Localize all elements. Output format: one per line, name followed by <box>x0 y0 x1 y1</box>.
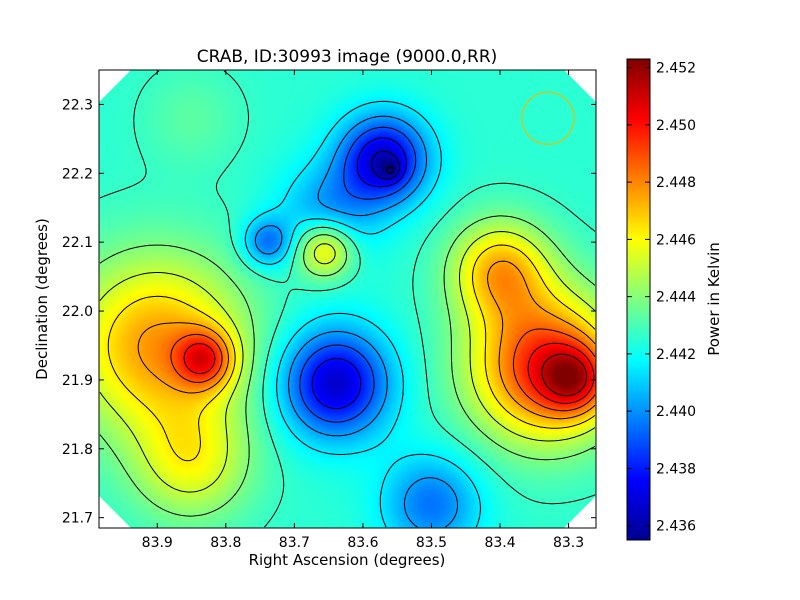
contour-line <box>183 342 595 404</box>
colorbar-tick-label: 2.444 <box>656 290 696 306</box>
contour-line <box>541 353 588 397</box>
colorbar-tick-label: 2.446 <box>656 232 696 248</box>
colorbar-tick-label: 2.440 <box>656 404 696 420</box>
plot-frame <box>98 69 597 529</box>
x-tick-label: 83.8 <box>210 535 241 551</box>
source-marker <box>386 165 395 175</box>
x-tick-label: 83.7 <box>279 535 310 551</box>
colorbar: 2.436 2.438 2.440 2.442 2.444 2.446 2.448 2.450… <box>626 58 723 541</box>
contour-line <box>137 260 596 420</box>
contour-line <box>254 115 458 528</box>
colorbar-ticks: 2.436 2.438 2.440 2.442 2.444 2.446 2.448 2.450… <box>627 61 696 535</box>
contour-line <box>107 244 596 462</box>
x-tick-label: 83.6 <box>347 535 378 551</box>
colorbar-label: Power in Kelvin <box>705 242 723 356</box>
y-tick-label: 21.8 <box>62 442 93 458</box>
y-axis: 21.7 21.8 21.9 22.0 22.1 22.2 22.3 <box>62 97 596 527</box>
x-axis: 83.9 83.8 83.7 83.6 83.5 83.4 83.3 <box>142 70 584 551</box>
contour-line <box>170 328 596 412</box>
contour-line <box>299 126 417 423</box>
contour-lines <box>99 70 596 528</box>
plot-area <box>98 69 597 529</box>
y-tick-label: 22.0 <box>62 304 93 320</box>
colorbar-tick-label: 2.442 <box>656 347 696 363</box>
x-tick-label: 83.5 <box>416 535 447 551</box>
colorbar-gradient <box>626 58 651 541</box>
contour-line <box>99 215 596 517</box>
y-tick-label: 22.3 <box>62 97 93 113</box>
y-tick-label: 21.7 <box>62 511 93 527</box>
x-tick-label: 83.4 <box>484 535 515 551</box>
colorbar-tick-label: 2.438 <box>656 461 696 477</box>
y-tick-label: 22.2 <box>62 166 93 182</box>
colorbar-tick-label: 2.436 <box>656 519 696 535</box>
beam-circle <box>521 91 575 145</box>
x-tick-label: 83.3 <box>553 535 584 551</box>
y-tick-label: 21.9 <box>62 373 93 389</box>
chart-title: CRAB, ID:30993 image (9000.0,RR) <box>197 47 498 67</box>
heatmap-image <box>99 70 596 528</box>
contour-line <box>371 150 400 180</box>
contour-line <box>244 100 481 528</box>
x-axis-label: Right Ascension (degrees) <box>249 551 446 569</box>
colorbar-tick-label: 2.450 <box>656 118 696 134</box>
contour-line <box>99 231 596 493</box>
contour-line <box>311 137 407 409</box>
colorbar-tick-label: 2.452 <box>656 61 696 77</box>
colorbar-tick-label: 2.448 <box>656 175 696 191</box>
y-axis-label: Declination (degrees) <box>33 218 51 380</box>
y-tick-label: 22.1 <box>62 235 93 251</box>
x-tick-label: 83.9 <box>142 535 173 551</box>
